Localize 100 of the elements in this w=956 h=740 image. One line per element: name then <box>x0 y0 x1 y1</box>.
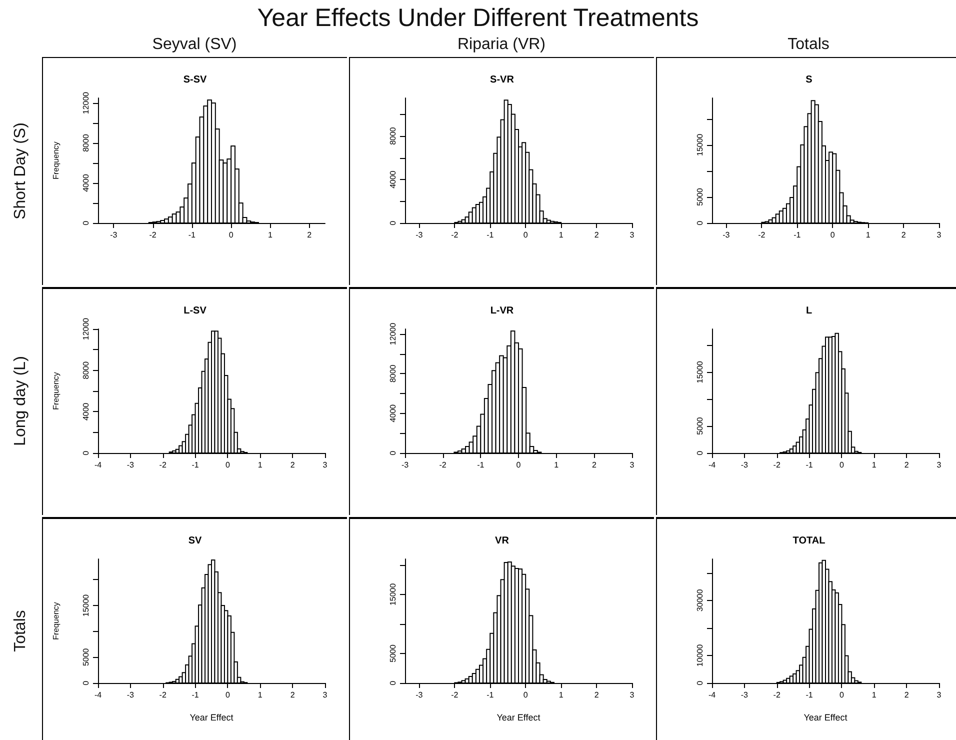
chart-title: S-VR <box>490 74 515 86</box>
x-tick-label: 3 <box>936 460 942 470</box>
y-tick-label: 0 <box>388 450 398 456</box>
x-tick-label: 1 <box>258 460 263 470</box>
y-tick-label: 12000 <box>82 91 90 114</box>
text: Totals <box>11 609 30 654</box>
y-tick-label: 8000 <box>388 364 398 383</box>
y-tick-label: 8000 <box>82 360 90 380</box>
x-tick-label: 3 <box>630 460 635 470</box>
x-axis-title: Year Effect <box>496 712 541 722</box>
x-tick-label: 1 <box>554 460 560 470</box>
x-tick-label: -4 <box>94 460 102 470</box>
text: Short Day (S) <box>11 122 30 222</box>
x-tick-label: -2 <box>149 230 157 240</box>
x-tick-label: -1 <box>486 690 494 700</box>
x-tick-label: -1 <box>806 690 814 700</box>
chart-title: L <box>806 306 812 316</box>
y-tick-label: 8000 <box>388 126 398 145</box>
y-tick-label: 0 <box>82 450 90 456</box>
x-tick-label: 2 <box>307 230 312 240</box>
x-tick-label: -4 <box>94 690 102 700</box>
x-tick-label: -4 <box>708 690 716 700</box>
x-tick-label: -1 <box>806 460 814 470</box>
x-tick-label: -4 <box>708 460 716 470</box>
x-tick-label: 1 <box>558 230 564 240</box>
x-tick-label: -2 <box>451 230 459 240</box>
x-tick-label: -2 <box>159 690 167 700</box>
text: Year Effects Under Different Treatments <box>256 4 700 32</box>
x-axis-title: Year Effect <box>804 712 848 722</box>
x-tick-label: 2 <box>592 460 597 470</box>
y-tick-label: 4000 <box>82 174 90 192</box>
x-axis-title: Year Effect <box>190 712 234 722</box>
y-tick-label: 0 <box>82 680 90 686</box>
y-tick-label: 8000 <box>82 134 90 152</box>
chart-title: S-SV <box>183 74 207 86</box>
x-tick-label: 0 <box>839 460 844 470</box>
y-tick-label: 15000 <box>696 133 704 156</box>
x-tick-label: -3 <box>740 460 749 470</box>
x-tick-label: 3 <box>936 690 942 700</box>
x-tick-label: 3 <box>322 690 328 700</box>
y-axis-title: Frequency <box>52 142 60 180</box>
x-tick-label: -2 <box>439 460 447 470</box>
x-tick-label: -3 <box>126 460 135 470</box>
y-tick-label: 0 <box>82 220 90 226</box>
x-tick-label: 1 <box>872 460 877 470</box>
x-tick-label: -2 <box>773 460 781 470</box>
x-tick-label: -2 <box>773 690 781 700</box>
x-tick-label: 2 <box>901 230 906 240</box>
y-tick-label: 15000 <box>388 582 398 606</box>
y-tick-label: 15000 <box>82 594 90 617</box>
y-tick-label: 5000 <box>696 416 704 435</box>
x-tick-label: 3 <box>630 230 635 240</box>
y-tick-label: 0 <box>388 220 398 226</box>
x-tick-label: 0 <box>516 460 522 470</box>
y-tick-label: 10000 <box>696 644 704 667</box>
chart-title: L-SV <box>184 306 207 316</box>
chart-title: SV <box>188 536 202 546</box>
y-tick-label: 12000 <box>388 322 398 346</box>
y-tick-label: 4000 <box>388 170 398 188</box>
x-tick-label: -3 <box>126 690 135 700</box>
x-tick-label: 1 <box>268 230 273 240</box>
y-tick-label: 15000 <box>696 360 704 384</box>
y-tick-label: 0 <box>388 680 398 686</box>
y-axis-title: Frequency <box>52 372 60 410</box>
x-tick-label: 0 <box>225 690 230 700</box>
x-tick-label: 2 <box>594 690 600 700</box>
x-tick-label: 0 <box>830 230 836 240</box>
y-tick-label: 5000 <box>388 644 398 662</box>
x-tick-label: -1 <box>477 460 485 470</box>
x-tick-label: -1 <box>188 230 196 240</box>
chart-title: VR <box>495 536 510 546</box>
x-tick-label: 3 <box>936 230 942 240</box>
y-tick-label: 0 <box>696 680 704 686</box>
x-tick-label: -2 <box>451 690 459 700</box>
y-tick-label: 0 <box>696 220 704 226</box>
x-tick-label: 1 <box>866 230 871 240</box>
chart-title: TOTAL <box>792 536 826 546</box>
x-tick-label: 2 <box>904 690 910 700</box>
y-tick-label: 4000 <box>388 404 398 422</box>
x-tick-label: 0 <box>523 230 528 240</box>
y-axis-title: Frequency <box>52 602 60 640</box>
x-tick-label: 1 <box>872 690 877 700</box>
x-tick-label: -3 <box>401 460 410 470</box>
y-tick-label: 4000 <box>82 402 90 421</box>
y-tick-label: 0 <box>696 450 704 456</box>
x-tick-label: -3 <box>110 230 118 240</box>
x-tick-label: -1 <box>192 690 200 700</box>
chart-title: S <box>806 74 813 86</box>
y-tick-label: 12000 <box>82 317 90 340</box>
x-tick-label: 0 <box>228 230 234 240</box>
x-tick-label: 2 <box>290 690 296 700</box>
text: Riparia (VR) <box>456 35 546 55</box>
text: Long day (L) <box>11 355 30 448</box>
x-tick-label: 0 <box>225 460 230 470</box>
x-tick-label: -3 <box>722 230 730 240</box>
x-tick-label: -2 <box>758 230 766 240</box>
y-tick-label: 5000 <box>82 648 90 666</box>
x-tick-label: -2 <box>159 460 167 470</box>
x-tick-label: 2 <box>594 230 600 240</box>
text: Seyval (SV) <box>151 35 238 55</box>
